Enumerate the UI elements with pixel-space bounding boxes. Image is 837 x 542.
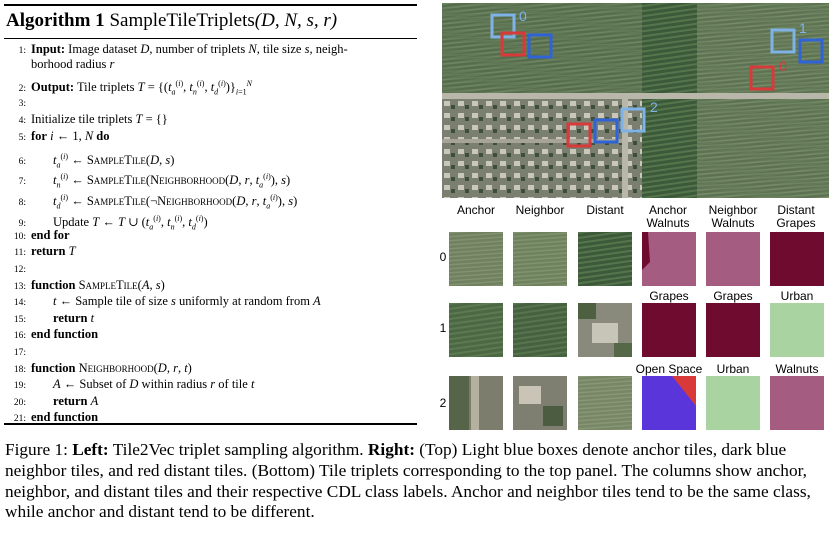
neighbor-box-2 (593, 118, 619, 144)
row-label-1: 1 (439, 321, 447, 335)
algorithm-signature: (D, N, s, r) (254, 10, 338, 31)
algorithm-box: Algorithm 1 SampleTileTriplets(D, N, s, … (4, 4, 417, 425)
algo-line-3: 3: (18, 99, 26, 109)
algorithm-label: Algorithm 1 (6, 10, 105, 31)
class-tile-neighbor-1 (706, 303, 760, 357)
tile-distant-1 (578, 303, 632, 357)
algo-line-7: 7: tn(i) ← SampleTile(Neighborhood(D, r, … (18, 172, 291, 190)
class-label-anchor-2: Open Space (635, 362, 703, 376)
algo-line-11: 11: return T (14, 244, 76, 258)
header-distant: Distant (586, 203, 624, 217)
class-tile-distant-2 (770, 376, 824, 430)
class-tile-neighbor-0 (706, 232, 760, 286)
algo-line-9: 9: Update T ← T ∪ (ta(i), tn(i), td(i)) (18, 214, 208, 232)
neighbor-box-1 (798, 38, 824, 64)
distant-box-0 (500, 31, 526, 57)
algo-line-15: 15: return t (13, 311, 95, 325)
road-vertical (622, 93, 628, 198)
class-label-neighbor-2: Urban (716, 362, 750, 376)
caption-right-label: Right: (367, 440, 415, 459)
algo-line-19: 19: A ← Subset of D within radius r of ti… (13, 377, 255, 391)
tile-neighbor-2 (513, 376, 567, 430)
class-tile-distant-0 (770, 232, 824, 286)
algo-line-17: 17: (13, 348, 26, 358)
algo-line-20: 20: return A (13, 394, 99, 408)
header-distant-grapes: Distant Grapes (776, 203, 816, 230)
row-label-0: 0 (439, 250, 447, 264)
algo-line-16: 16: end function (13, 327, 99, 341)
class-tile-anchor-0 (642, 232, 696, 286)
algo-line-21: 21: end function (13, 410, 99, 424)
algo-line-5: 5: for i ← 1, N do (18, 129, 110, 143)
tile-distant-0 (578, 232, 632, 286)
class-label-distant-2: Walnuts (775, 362, 819, 376)
caption-figure-label: Figure 1: (5, 440, 68, 459)
neighbor-box-0 (527, 33, 553, 59)
field-right (697, 3, 829, 198)
box-label-1: 1 (799, 20, 807, 36)
road-horizontal (442, 93, 829, 99)
distant-box-1 (749, 65, 775, 91)
algo-line-4: 4: Initialize tile triplets T = {} (18, 112, 168, 126)
tile-distant-2 (578, 376, 632, 430)
caption-left-text: Tile2Vec triplet sampling algorithm. (112, 440, 364, 459)
header-neighbor: Neighbor (515, 203, 565, 217)
class-tile-neighbor-2 (706, 376, 760, 430)
algo-line-1: 1: Input: Image dataset D, number of trip… (18, 42, 348, 56)
urban-area (442, 93, 642, 198)
tile-neighbor-0 (513, 232, 567, 286)
tile-neighbor-1 (513, 303, 567, 357)
middle-rule (4, 38, 417, 39)
row-label-2: 2 (439, 396, 447, 410)
header-anchor-walnuts: Anchor Walnuts (646, 203, 690, 230)
tile-anchor-1 (449, 303, 503, 357)
class-label-neighbor-1: Grapes (713, 289, 753, 303)
class-label-anchor-1: Grapes (649, 289, 689, 303)
bottom-rule (4, 423, 417, 425)
algo-line-12: 12: (13, 265, 26, 275)
box-label-2: 0 (779, 58, 787, 74)
algo-line-18: 18: function Neighborhood(D, r, t) (13, 361, 192, 375)
class-tile-distant-1 (770, 303, 824, 357)
caption-right-text: (Top) Light blue boxes denote anchor til… (5, 440, 811, 522)
algo-line-8: 8: td(i) ← SampleTile(¬Neighborhood(D, r,… (18, 193, 298, 211)
algo-line-1b: borhood radius r (31, 57, 115, 71)
tile-anchor-2 (449, 376, 503, 430)
box-label-3: 2 (650, 99, 658, 115)
class-tile-anchor-2 (642, 376, 696, 430)
distant-box-2 (566, 122, 592, 148)
anchor-box-1 (770, 28, 796, 54)
header-anchor: Anchor (456, 203, 496, 217)
algorithm-name: SampleTileTriplets (109, 10, 255, 31)
anchor-box-2 (620, 107, 646, 133)
algo-line-6: 6: ta(i) ← SampleTile(D, s) (18, 152, 175, 170)
algorithm-title: Algorithm 1 SampleTileTriplets(D, N, s, … (6, 10, 337, 32)
class-tile-anchor-1 (642, 303, 696, 357)
algo-line-2: 2: Output: Tile triplets T = {(ta(i), tn(… (18, 79, 253, 97)
box-label-0: 0 (519, 8, 527, 24)
tile-anchor-0 (449, 232, 503, 286)
caption-left-label: Left: (72, 440, 109, 459)
algo-line-14: 14: t ← Sample tile of size s uniformly a… (13, 294, 321, 308)
algo-line-13: 13: function SampleTile(A, s) (13, 278, 165, 292)
figure-caption: Figure 1: Left: Tile2Vec triplet samplin… (5, 440, 833, 523)
field-left (442, 3, 642, 93)
algo-line-10: 10: end for (13, 228, 70, 242)
top-rule (4, 4, 417, 6)
aerial-map: 0 1 0 2 (442, 3, 829, 198)
header-neighbor-walnuts: Neighbor Walnuts (708, 203, 758, 230)
class-label-distant-1: Urban (780, 289, 814, 303)
